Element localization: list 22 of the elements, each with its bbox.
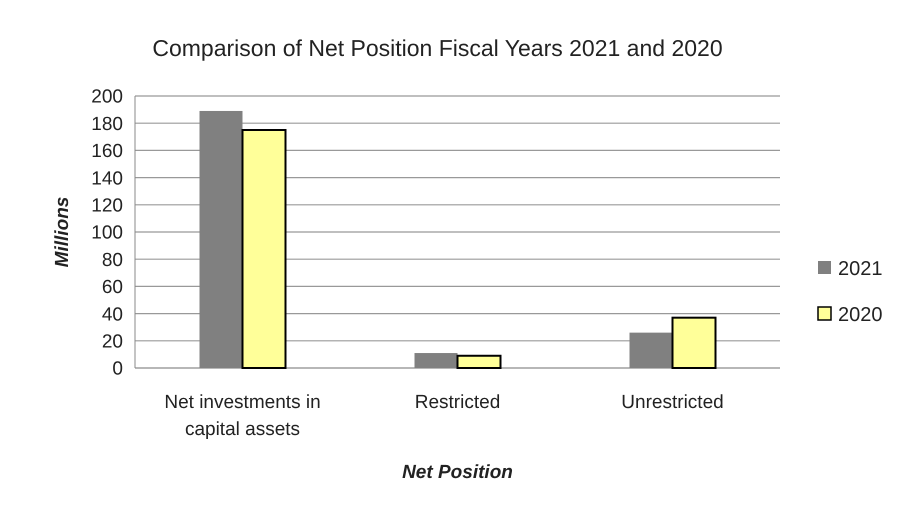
x-tick-label: Unrestricted	[621, 392, 724, 413]
x-tick-label: Net investments in capital assets	[164, 392, 321, 440]
y-tick-label: 160	[91, 141, 123, 162]
x-axis-title: Net Position	[402, 462, 513, 483]
legend-label: 2020	[838, 304, 882, 326]
y-tick-label: 180	[91, 114, 123, 135]
y-tick-label: 80	[102, 250, 123, 271]
y-tick-label: 40	[102, 304, 123, 326]
y-axis-title: Millions	[52, 196, 73, 268]
y-tick-label: 100	[91, 222, 123, 244]
y-tick-label: 200	[91, 86, 123, 108]
chart-title: Comparison of Net Position Fiscal Years 2021 and 2020	[152, 35, 723, 61]
y-tick-label: 120	[91, 195, 123, 216]
y-tick-label: 60	[102, 277, 123, 298]
bar	[456, 354, 502, 369]
bar	[242, 129, 286, 369]
y-tick-label: 20	[102, 331, 123, 352]
legend-label: 2021	[838, 258, 882, 280]
bar	[672, 316, 716, 369]
y-tick-label: 0	[112, 358, 123, 380]
y-tick-label: 140	[91, 168, 123, 190]
x-tick-label: Restricted	[414, 392, 500, 413]
